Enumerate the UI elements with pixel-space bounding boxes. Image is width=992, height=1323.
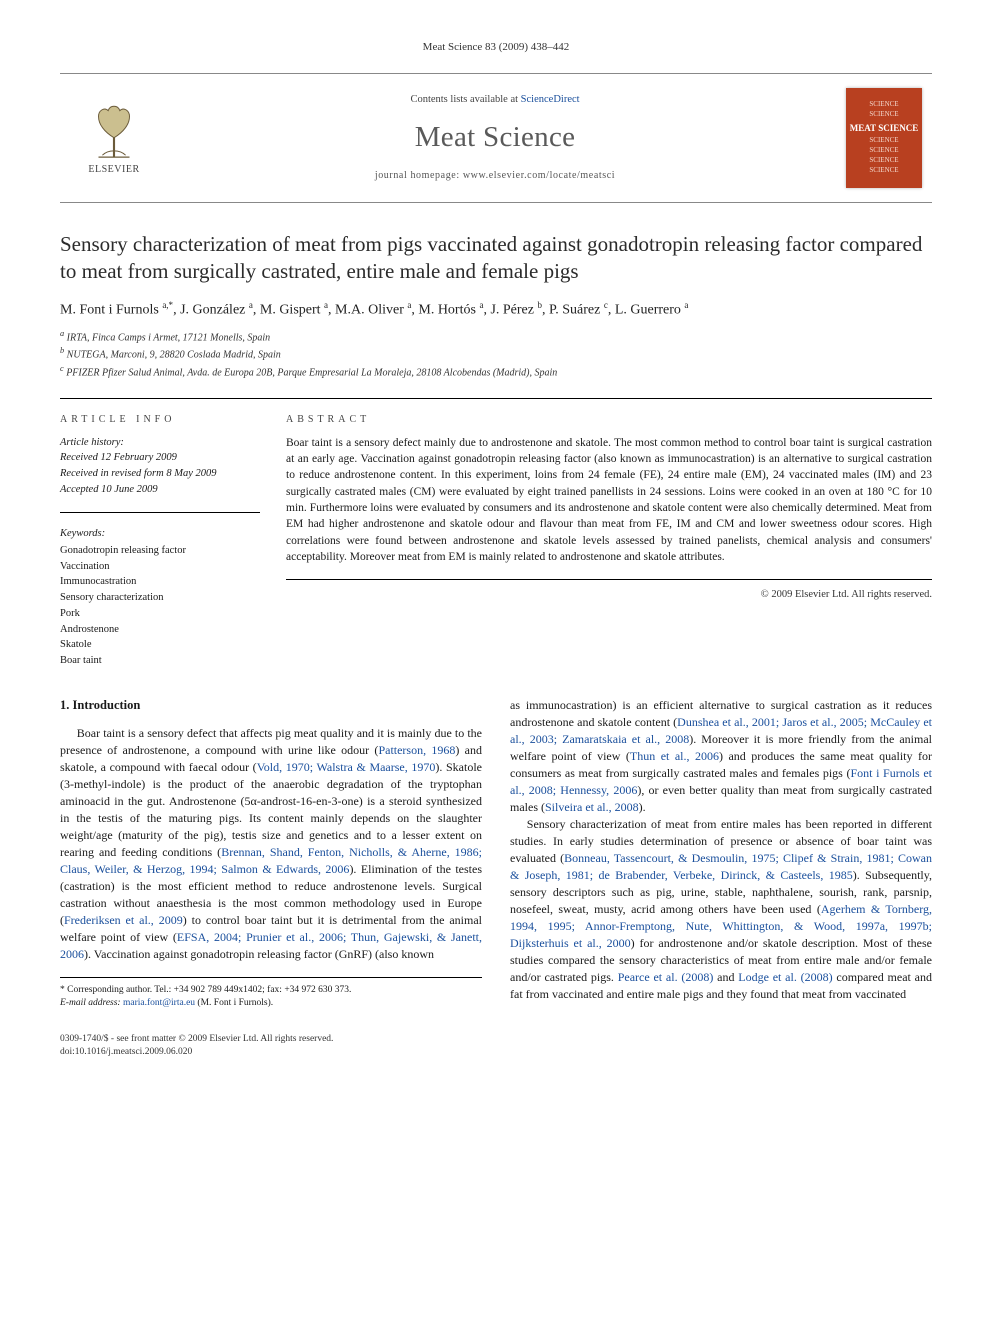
affiliation: a IRTA, Finca Camps i Armet, 17121 Monel… [60,328,932,345]
cover-line: SCIENCE [869,166,898,176]
citation-link[interactable]: Frederiksen et al., 2009 [64,913,183,927]
cover-line: SCIENCE [869,100,898,110]
affiliation: b NUTEGA, Marconi, 9, 28820 Coslada Madr… [60,345,932,362]
cover-line: SCIENCE [869,110,898,120]
citation-link[interactable]: Vold, 1970; Walstra & Maarse, 1970 [257,760,436,774]
citation-link[interactable]: Thun et al., 2006 [630,749,719,763]
email-link[interactable]: maria.font@irta.eu [123,998,195,1008]
homepage-url: www.elsevier.com/locate/meatsci [463,170,615,181]
article-body: 1. Introduction Boar taint is a sensory … [60,697,932,1011]
affiliation-text: PFIZER Pfizer Salud Animal, Avda. de Eur… [66,367,557,378]
corr-author-line: * Corresponding author. Tel.: +34 902 78… [60,984,482,997]
cover-line: SCIENCE [869,146,898,156]
keyword: Vaccination [60,559,260,575]
abstract-block: ABSTRACT Boar taint is a sensory defect … [286,413,932,669]
body-text: ). Vaccination against gonadotropin rele… [84,947,434,961]
affiliation-text: NUTEGA, Marconi, 9, 28820 Coslada Madrid… [67,350,281,361]
contents-prefix: Contents lists available at [410,94,520,105]
keyword: Skatole [60,637,260,653]
front-matter-line: 0309-1740/$ - see front matter © 2009 El… [60,1033,932,1046]
email-label: E-mail address: [60,998,121,1008]
affiliation: c PFIZER Pfizer Salud Animal, Avda. de E… [60,363,932,380]
cover-title: MEAT SCIENCE [850,122,918,135]
abstract-copyright: © 2009 Elsevier Ltd. All rights reserved… [286,588,932,602]
article-history: Article history: Received 12 February 20… [60,435,260,513]
keyword: Boar taint [60,653,260,669]
journal-name: Meat Science [158,118,832,157]
citation-link[interactable]: Patterson, 1968 [378,743,455,757]
section-heading-intro: 1. Introduction [60,697,482,715]
history-line: Received 12 February 2009 [60,450,260,466]
abstract-heading: ABSTRACT [286,413,932,427]
journal-homepage-line: journal homepage: www.elsevier.com/locat… [158,169,832,183]
history-heading: Article history: [60,435,260,451]
journal-masthead: ELSEVIER Contents lists available at Sci… [60,73,932,203]
corresponding-author-footnote: * Corresponding author. Tel.: +34 902 78… [60,977,482,1011]
article-title: Sensory characterization of meat from pi… [60,231,932,285]
keyword: Androstenone [60,622,260,638]
citation-link[interactable]: Lodge et al. (2008) [738,970,832,984]
article-info-heading: ARTICLE INFO [60,413,260,427]
article-info-block: ARTICLE INFO Article history: Received 1… [60,413,260,669]
contents-available-line: Contents lists available at ScienceDirec… [158,93,832,107]
keywords-heading: Keywords: [60,527,260,541]
sciencedirect-link[interactable]: ScienceDirect [521,94,580,105]
keyword: Pork [60,606,260,622]
elsevier-tree-icon [83,99,145,161]
journal-cover-thumbnail: SCIENCE SCIENCE MEAT SCIENCE SCIENCE SCI… [846,88,922,188]
cover-line: SCIENCE [869,136,898,146]
history-line: Accepted 10 June 2009 [60,482,260,498]
citation-link[interactable]: Silveira et al., 2008 [545,800,639,814]
publisher-logo-block: ELSEVIER [70,99,158,177]
keyword: Immunocastration [60,574,260,590]
keywords-list: Gonadotropin releasing factor Vaccinatio… [60,543,260,669]
cover-line: SCIENCE [869,156,898,166]
citation-link[interactable]: Pearce et al. (2008) [618,970,714,984]
author-list: M. Font i Furnols a,*, J. González a, M.… [60,299,932,321]
body-text: ). [639,800,646,814]
body-text: and [713,970,738,984]
abstract-text: Boar taint is a sensory defect mainly du… [286,435,932,581]
history-line: Received in revised form 8 May 2009 [60,466,260,482]
email-author-suffix: (M. Font i Furnols). [197,998,273,1008]
keyword: Sensory characterization [60,590,260,606]
homepage-prefix: journal homepage: [375,170,463,181]
doi-line: doi:10.1016/j.meatsci.2009.06.020 [60,1046,932,1059]
affiliation-text: IRTA, Finca Camps i Armet, 17121 Monells… [67,332,271,343]
elsevier-wordmark: ELSEVIER [88,163,139,177]
keyword: Gonadotropin releasing factor [60,543,260,559]
running-header: Meat Science 83 (2009) 438–442 [60,40,932,55]
page-footer-copyright: 0309-1740/$ - see front matter © 2009 El… [60,1033,932,1060]
affiliations: a IRTA, Finca Camps i Armet, 17121 Monel… [60,328,932,380]
